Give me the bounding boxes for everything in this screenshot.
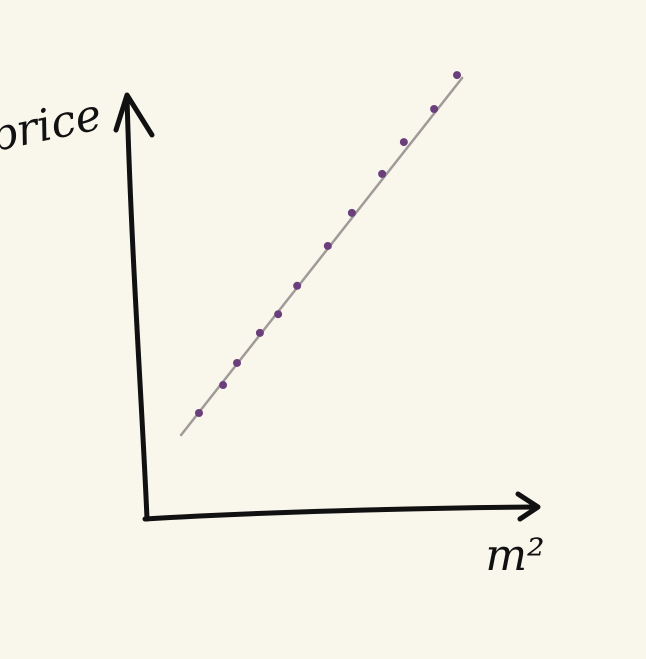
x-axis bbox=[142, 504, 539, 522]
point bbox=[194, 409, 203, 417]
point bbox=[274, 310, 283, 319]
point bbox=[323, 241, 332, 250]
axes bbox=[113, 92, 541, 522]
point bbox=[219, 381, 228, 390]
point bbox=[453, 71, 462, 80]
point bbox=[378, 169, 387, 178]
y-axis bbox=[124, 94, 150, 522]
trend-line bbox=[179, 76, 464, 437]
x-axis-label: m² bbox=[485, 530, 544, 581]
point bbox=[233, 358, 242, 367]
point bbox=[430, 104, 439, 113]
point bbox=[293, 281, 302, 290]
y-axis-arrow bbox=[113, 92, 155, 138]
point bbox=[255, 328, 264, 337]
x-axis-arrow bbox=[515, 491, 541, 522]
point bbox=[399, 138, 408, 147]
point bbox=[347, 208, 356, 217]
